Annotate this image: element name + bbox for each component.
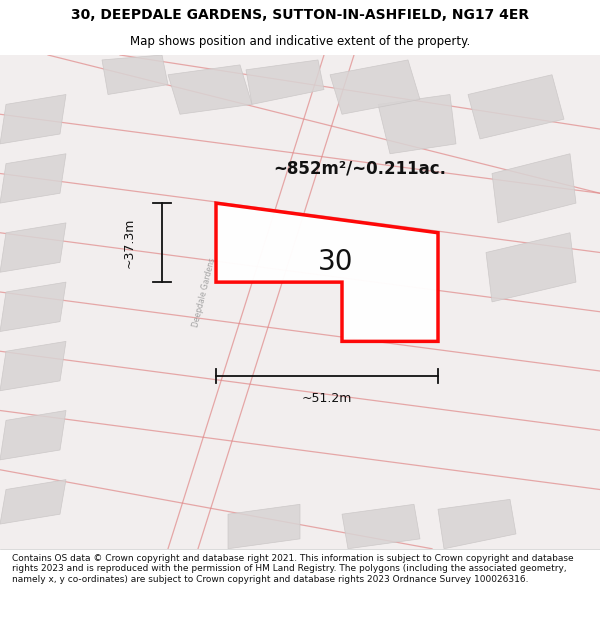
Polygon shape [0, 282, 66, 331]
Polygon shape [0, 223, 66, 272]
Polygon shape [0, 154, 66, 203]
Polygon shape [0, 94, 66, 144]
Text: Deepdale Gardens: Deepdale Gardens [191, 256, 217, 328]
Text: ~852m²/~0.211ac.: ~852m²/~0.211ac. [274, 159, 446, 177]
Polygon shape [468, 75, 564, 139]
Text: 30: 30 [318, 248, 354, 276]
Polygon shape [0, 479, 66, 524]
Polygon shape [486, 232, 576, 302]
Text: ~51.2m: ~51.2m [302, 392, 352, 404]
Polygon shape [228, 504, 300, 549]
Polygon shape [168, 65, 252, 114]
Text: ~37.3m: ~37.3m [122, 217, 136, 268]
Text: 30, DEEPDALE GARDENS, SUTTON-IN-ASHFIELD, NG17 4ER: 30, DEEPDALE GARDENS, SUTTON-IN-ASHFIELD… [71, 8, 529, 22]
Text: Map shows position and indicative extent of the property.: Map shows position and indicative extent… [130, 35, 470, 48]
Polygon shape [378, 94, 456, 154]
Polygon shape [0, 341, 66, 391]
Polygon shape [492, 154, 576, 223]
Polygon shape [0, 55, 600, 549]
Polygon shape [246, 60, 324, 104]
Text: Contains OS data © Crown copyright and database right 2021. This information is : Contains OS data © Crown copyright and d… [12, 554, 574, 584]
Polygon shape [102, 55, 168, 94]
Polygon shape [330, 60, 420, 114]
Polygon shape [0, 411, 66, 460]
Polygon shape [216, 203, 438, 341]
Polygon shape [438, 499, 516, 549]
Polygon shape [342, 504, 420, 549]
